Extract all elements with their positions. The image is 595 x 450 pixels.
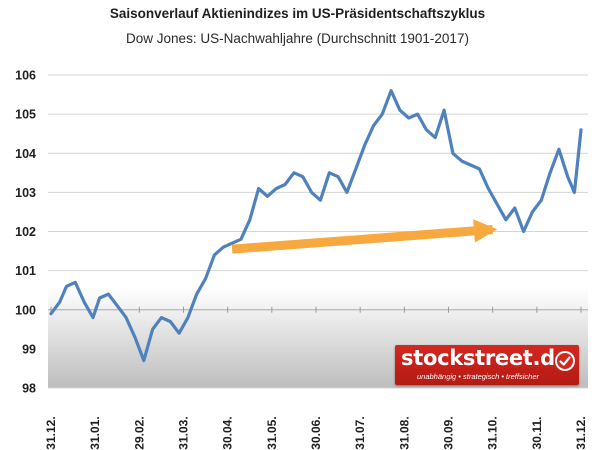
x-tick-label: 31.10.	[486, 416, 500, 449]
y-tick-label: 106	[15, 69, 36, 83]
y-tick-label: 99	[22, 342, 36, 356]
x-tick-label: 31.12.	[44, 416, 58, 449]
trend-arrow	[231, 219, 498, 254]
series-line	[49, 89, 583, 363]
x-tick-label: 30.11.	[530, 417, 544, 450]
chart-title: Saisonverlauf Aktienindizes im US-Präsid…	[109, 6, 486, 21]
y-tick-label: 101	[15, 264, 36, 278]
y-tick-label: 103	[15, 186, 36, 200]
y-tick-label: 98	[22, 382, 36, 396]
x-tick-label: 30.06.	[309, 416, 323, 449]
chart-subtitle: Dow Jones: US-Nachwahljahre (Durchschnit…	[126, 31, 469, 46]
x-tick-label: 31.03.	[177, 416, 191, 449]
y-tick-label: 105	[15, 108, 36, 122]
logo-tagline: unabhängig • strategisch • treffsicher	[417, 372, 539, 381]
x-tick-label: 31.05.	[265, 416, 279, 449]
x-tick-label: 29.02.	[132, 416, 146, 449]
x-tick-label: 30.09.	[442, 416, 456, 449]
logo-name: stockstreet.de	[401, 346, 569, 370]
y-tick-label: 104	[15, 147, 36, 161]
x-tick-label: 31.12.	[574, 416, 588, 449]
x-tick-label: 30.04.	[221, 416, 235, 449]
x-tick-label: 31.08.	[397, 416, 411, 449]
check-icon	[555, 351, 575, 371]
x-tick-label: 31.07.	[353, 416, 367, 449]
x-tick-label: 31.01.	[88, 416, 102, 449]
y-tick-label: 100	[15, 303, 36, 317]
stockstreet-logo: stockstreet.de unabhängig • strategisch …	[395, 345, 579, 385]
y-tick-label: 102	[15, 225, 36, 239]
